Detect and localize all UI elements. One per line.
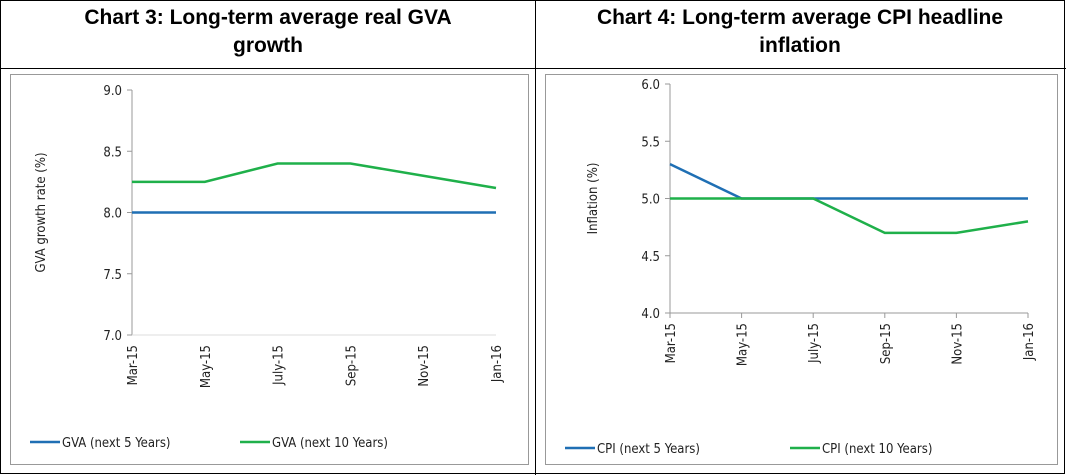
x-tick-label: Jan-16 xyxy=(1022,323,1037,361)
x-tick-label: Nov-15 xyxy=(950,323,965,365)
y-tick-label: 8.5 xyxy=(103,145,122,160)
chart-frame xyxy=(545,74,1058,465)
legend-label: CPI (next 10 Years) xyxy=(822,442,932,457)
series-line xyxy=(670,197,1029,235)
y-tick-label: 9.0 xyxy=(103,84,122,99)
x-tick-label: Sep-15 xyxy=(879,323,894,364)
chart-frame xyxy=(10,74,529,465)
y-tick-label: 4.5 xyxy=(641,250,660,265)
x-tick-label: May-15 xyxy=(736,323,751,366)
chart-title: Chart 4: Long-term average CPI headline … xyxy=(596,6,1004,57)
series-line xyxy=(669,163,1028,200)
x-tick-label: Sep-15 xyxy=(344,345,359,386)
y-tick-label: 5.0 xyxy=(641,193,660,208)
x-tick-label: Mar-15 xyxy=(126,345,141,385)
y-tick-label: 7.0 xyxy=(103,329,122,344)
x-tick-label: July-15 xyxy=(807,323,822,364)
x-tick-label: Nov-15 xyxy=(417,345,432,387)
y-tick-label: 4.0 xyxy=(641,307,660,322)
legend-label: CPI (next 5 Years) xyxy=(597,442,700,457)
x-tick-label: July-15 xyxy=(272,345,287,386)
y-tick-label: 5.5 xyxy=(641,135,660,150)
y-tick-label: 7.5 xyxy=(103,268,122,283)
chart-title: Chart 3: Long-term average real GVA grow… xyxy=(84,6,452,57)
x-tick-label: Jan-16 xyxy=(490,345,505,383)
x-tick-label: May-15 xyxy=(199,345,214,388)
y-tick-label: 8.0 xyxy=(103,207,122,222)
y-axis-label: Inflation (%) xyxy=(586,163,601,235)
legend-label: GVA (next 10 Years) xyxy=(272,436,388,451)
series-line xyxy=(132,162,497,190)
legend-label: GVA (next 5 Years) xyxy=(62,436,171,451)
y-axis-label: GVA growth rate (%) xyxy=(34,152,49,272)
x-tick-label: Mar-15 xyxy=(664,323,679,363)
y-tick-label: 6.0 xyxy=(641,78,660,93)
